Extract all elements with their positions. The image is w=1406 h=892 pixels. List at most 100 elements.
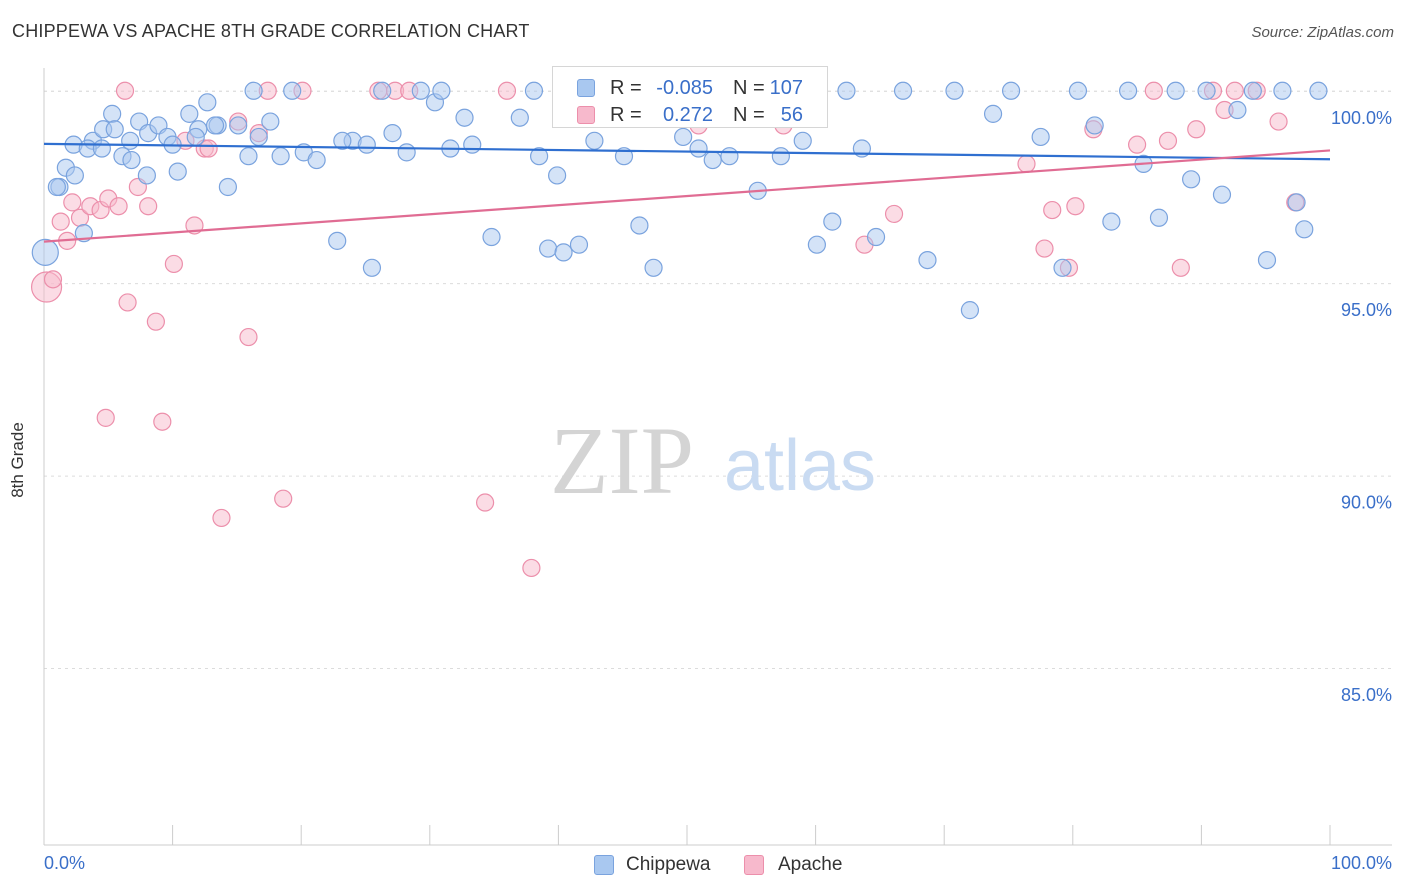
- chippewa-point: [432, 81, 451, 100]
- apache-point: [1225, 81, 1244, 100]
- chippewa-point: [630, 216, 649, 235]
- apache-point: [1127, 135, 1147, 154]
- apache-point: [153, 412, 172, 431]
- chippewa-point: [137, 166, 156, 185]
- chippewa-point: [720, 147, 739, 166]
- y-tick-label: 95.0%: [1341, 300, 1392, 320]
- chippewa-point: [103, 104, 122, 123]
- chippewa-point: [644, 258, 663, 277]
- chippewa-point: [1001, 81, 1021, 100]
- chippewa-point: [186, 127, 205, 147]
- chippewa-swatch: [577, 79, 595, 97]
- chippewa-point: [463, 135, 482, 154]
- legend-label-apache: Apache: [778, 854, 843, 875]
- chippewa-point: [1257, 250, 1277, 270]
- chippewa-point: [1068, 81, 1088, 100]
- chippewa-point: [1273, 81, 1292, 100]
- chart-title: CHIPPEWA VS APACHE 8TH GRADE CORRELATION…: [12, 21, 530, 41]
- chippewa-trend-line: [43, 142, 1331, 161]
- legend-label-chippewa: Chippewa: [626, 854, 711, 875]
- chippewa-point: [1182, 170, 1201, 189]
- apache-point: [96, 408, 115, 427]
- chippewa-point: [1118, 81, 1138, 100]
- chippewa-swatch: [594, 855, 614, 875]
- chippewa-point: [893, 81, 913, 100]
- x-tick-label: 0.0%: [44, 853, 85, 873]
- chippewa-point: [168, 162, 187, 181]
- chippewa-point: [918, 250, 937, 270]
- chippewa-point: [283, 81, 302, 100]
- apache-point: [139, 197, 158, 216]
- apache-point: [475, 493, 495, 512]
- chippewa-point: [1031, 127, 1050, 147]
- chippewa-point: [530, 147, 549, 166]
- chippewa-point: [771, 147, 790, 166]
- apache-point: [199, 139, 218, 158]
- legend-row-apache: R = 0.272 N = 56: [553, 101, 827, 129]
- apache-point: [1144, 81, 1163, 100]
- watermark: ZIP atlas: [550, 407, 876, 514]
- legend-n-label: N =: [733, 77, 765, 99]
- chippewa-point: [1309, 81, 1328, 100]
- trend-lines: [43, 142, 1331, 243]
- apache-point: [1017, 154, 1036, 173]
- chippewa-point: [180, 104, 199, 123]
- chippewa-point: [1166, 81, 1185, 100]
- chippewa-point: [249, 127, 268, 147]
- chippewa-point: [866, 227, 886, 247]
- legend-n-label: N =: [733, 104, 765, 126]
- tick-labels: 100.0% 95.0% 90.0% 85.0% 0.0% 100.0%: [44, 108, 1392, 873]
- legend-n-value: 56: [780, 104, 803, 126]
- chippewa-point: [674, 127, 693, 147]
- legend-r-label: R =: [610, 77, 642, 99]
- stats-legend: R = -0.085 N = 107 R = 0.272 N = 56: [552, 66, 828, 128]
- y-tick-label: 90.0%: [1341, 493, 1392, 513]
- apache-point: [239, 327, 258, 347]
- chippewa-point: [357, 135, 376, 154]
- apache-point: [212, 508, 231, 528]
- apache-point: [146, 312, 165, 331]
- chippewa-point: [1243, 81, 1262, 100]
- watermark-atlas: atlas: [724, 426, 876, 506]
- chippewa-point: [1212, 185, 1232, 204]
- chippewa-point: [205, 116, 225, 135]
- legend-r-label: R =: [610, 104, 642, 126]
- chippewa-point: [373, 81, 392, 100]
- chippewa-point: [1102, 212, 1121, 231]
- apache-swatch: [577, 106, 595, 124]
- chippewa-point: [411, 81, 430, 100]
- legend-n-value: 107: [769, 77, 803, 99]
- source-credit: Source: ZipAtlas.com: [1251, 24, 1394, 41]
- chippewa-point: [65, 166, 84, 185]
- chippewa-point: [383, 124, 402, 143]
- apache-point: [497, 81, 517, 100]
- apache-point: [522, 558, 541, 578]
- chippewa-point: [333, 131, 352, 150]
- apache-point: [43, 270, 63, 289]
- chippewa-point: [1149, 208, 1169, 227]
- apache-point: [1269, 112, 1288, 131]
- chippewa-point: [807, 235, 826, 254]
- apache-point: [884, 204, 904, 224]
- chippewa-point: [105, 120, 124, 139]
- axes: [43, 68, 1392, 846]
- chippewa-point: [397, 143, 416, 162]
- chippewa-point: [1295, 220, 1314, 239]
- chippewa-point: [585, 131, 604, 150]
- y-tick-label: 100.0%: [1331, 108, 1392, 128]
- apache-point: [109, 197, 128, 216]
- apache-point: [164, 254, 183, 274]
- chippewa-point: [689, 139, 708, 158]
- legend-r-value: 0.272: [662, 104, 713, 126]
- chippewa-point: [92, 139, 111, 158]
- apache-point: [1035, 239, 1054, 258]
- apache-point: [1043, 200, 1062, 220]
- apache-point: [1187, 120, 1206, 139]
- chippewa-point: [229, 116, 248, 135]
- apache-trend-line: [43, 149, 1331, 243]
- chippewa-point: [271, 147, 290, 166]
- chippewa-points: [31, 81, 1328, 320]
- chippewa-point: [569, 235, 589, 254]
- chippewa-point: [983, 104, 1003, 123]
